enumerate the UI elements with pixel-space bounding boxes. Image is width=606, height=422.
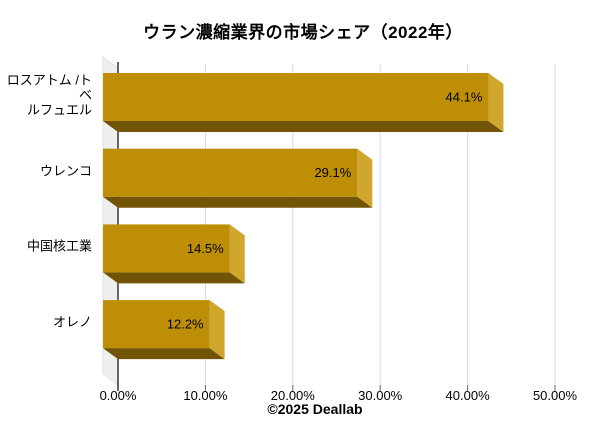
bar-front xyxy=(103,224,230,273)
category-label: ロスアトム /トベ ルフュエル xyxy=(6,72,92,118)
bar-value-label: 14.5% xyxy=(187,241,224,256)
bar-side-face xyxy=(229,224,245,284)
x-axis-tick-label: 10.00% xyxy=(183,388,228,403)
bar-value-label: 44.1% xyxy=(446,90,483,105)
x-axis-tick-label: 40.00% xyxy=(445,388,490,403)
bar-value-label: 29.1% xyxy=(314,165,351,180)
category-label: ウレンコ xyxy=(39,163,92,179)
x-axis-tick-label: 30.00% xyxy=(358,388,403,403)
chart-title: ウラン濃縮業界の市場シェア（2022年） xyxy=(143,23,463,42)
x-axis-tick-label: 50.00% xyxy=(532,388,578,403)
category-label: 中国核工業 xyxy=(26,238,92,254)
bar-side-face xyxy=(209,300,225,360)
bar-side-face xyxy=(357,148,373,208)
bar-bottom-face xyxy=(103,272,245,284)
bar-bottom-face xyxy=(103,196,373,208)
category-label: オレノ xyxy=(52,314,92,330)
bar-front xyxy=(103,73,489,121)
bar-bottom-face xyxy=(103,348,225,360)
x-axis-tick-label: 0.00% xyxy=(99,388,137,403)
footer-credit: ©2025 Deallab xyxy=(267,401,363,417)
bar-side-face xyxy=(488,73,504,132)
bar-front xyxy=(103,300,210,349)
bar-front xyxy=(103,148,358,197)
x-axis-tick-label: 20.00% xyxy=(270,388,315,403)
bar-value-label: 12.2% xyxy=(167,317,204,332)
bar-bottom-face xyxy=(103,121,504,132)
